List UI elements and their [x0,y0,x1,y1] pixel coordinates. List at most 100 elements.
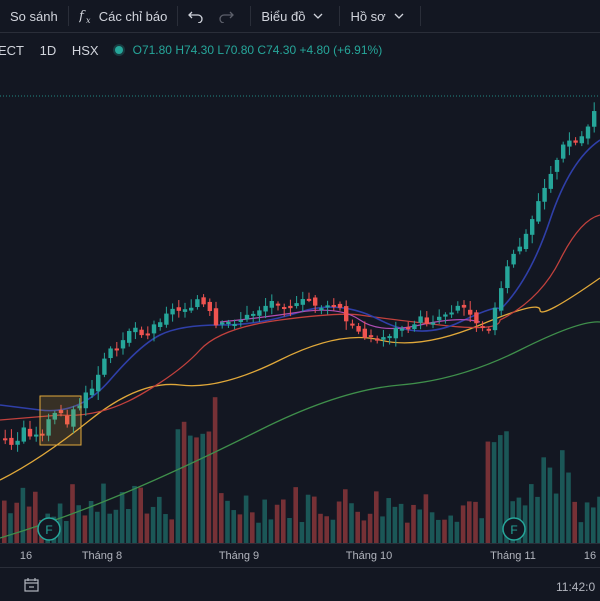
compare-button[interactable]: So sánh [0,0,68,32]
volume-bar [194,437,199,543]
volume-bar [491,442,497,543]
volume-bar [460,505,466,543]
high-value: H74.30 [175,43,215,57]
volume-bar [367,513,373,543]
candle-body [344,306,349,322]
volume-bar [535,496,540,543]
volume-bar [101,483,106,543]
candle-body [412,324,417,330]
candle-body [3,438,8,441]
volume-bar [498,435,503,543]
undo-button[interactable] [178,0,216,32]
highlight-box [39,395,82,446]
volume-bar [436,519,441,543]
volume-bar [405,522,410,543]
volume-bar [392,506,398,543]
ma-mid-line [0,214,600,421]
volume-bar [591,507,596,543]
candle-body [40,433,45,436]
candle-body [65,415,70,425]
volume-bar [181,421,187,543]
candle-body [213,308,219,326]
candle-body [108,348,113,359]
volume-bar [318,513,323,543]
time-tick: Tháng 11 [490,550,536,562]
ma-long-line [0,321,600,539]
candle-body [567,140,572,147]
volume-bar [312,496,317,543]
volume-bar [386,498,391,543]
candle-body [58,410,64,414]
time-axis[interactable]: 16 Tháng 8 Tháng 9 Tháng 10 Tháng 11 16 [0,543,600,568]
moving-averages [0,139,600,539]
volume-bar [150,506,156,543]
volume-bar [417,509,422,543]
candle-body [102,358,107,375]
volume-bar [57,503,63,543]
volume-bar [330,519,336,543]
candle-body [145,333,150,336]
toolbar-divider [67,6,69,26]
candle-body [523,233,529,249]
volume-bar [262,499,267,543]
candle-body [480,326,485,329]
candle-body [585,126,591,139]
profile-menu-button[interactable]: Hồ sơ [340,0,419,32]
time-tick: Tháng 9 [218,550,260,562]
candle-body [468,309,473,315]
chevron-down-icon [313,13,323,19]
volume-bars [2,397,600,543]
ohlc-values: O71.80 H74.30 L70.80 C74.30 +4.80 (+6.91… [133,43,383,57]
symbol-info[interactable]: ECT 1D HSX [0,43,111,58]
candle-body [27,428,33,437]
candle-body [263,305,268,312]
chart-menu-label: Biểu đồ [261,8,306,24]
candle-body [300,299,305,305]
date-range-icon[interactable] [24,578,40,592]
candle-body [151,324,157,334]
candle-body [9,437,14,445]
candle-body [362,328,367,338]
toolbar-divider [419,6,421,26]
candle-body [195,299,200,308]
candle-body [176,307,181,311]
candle-body [418,316,423,323]
price-chart[interactable]: F F [0,62,600,543]
candle-body [251,313,256,316]
candle-body [511,253,516,265]
volume-bar [8,513,13,543]
candle-body [207,301,212,312]
volume-bar [107,513,112,543]
volume-bar [14,502,19,543]
redo-button[interactable] [216,0,250,32]
chart-menu-button[interactable]: Biểu đồ [251,0,339,32]
volume-bar [597,496,600,543]
candle-body [71,409,76,427]
indicators-button[interactable]: f x Các chỉ báo [69,0,178,32]
toolbar-divider [177,6,179,26]
event-label: F [510,523,517,537]
candle-body [536,201,541,222]
symbol-exchange: HSX [71,42,99,58]
candle-body [127,330,132,343]
market-status-dot [114,46,123,54]
volume-bar [467,501,472,543]
candle-body [306,298,312,301]
volume-bar [119,492,125,543]
event-marker[interactable]: F [502,517,526,541]
volume-bar [113,509,119,543]
event-marker[interactable]: F [37,517,61,541]
candle-body [548,173,553,189]
volume-bar [293,487,298,543]
candle-body [542,187,547,202]
candle-body [505,266,510,288]
volume-bar [448,515,453,543]
candle-body [393,327,398,339]
volume-bar [281,499,286,543]
volume-bar [82,515,88,543]
candle-body [89,388,95,396]
candle-body [350,323,355,326]
volume-bar [126,508,131,543]
volume-bar [529,484,534,543]
candle-body [288,305,293,309]
